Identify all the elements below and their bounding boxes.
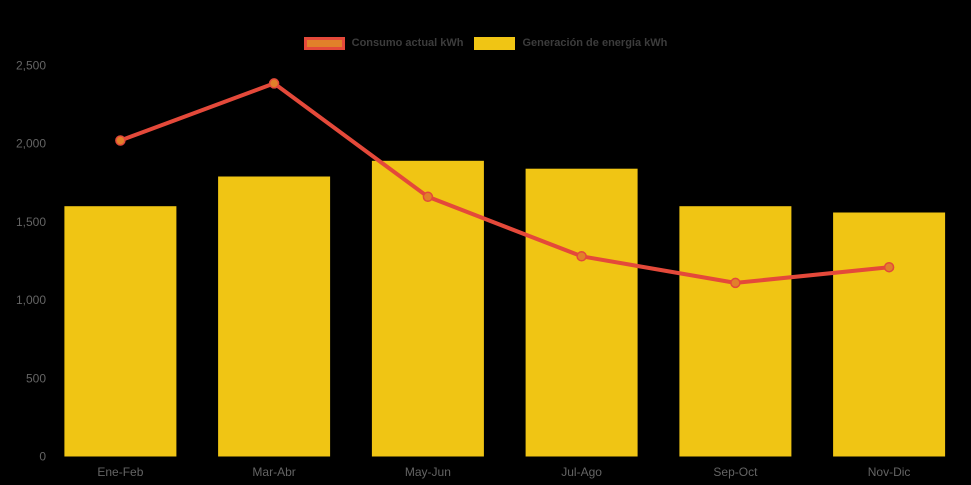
bar-may-jun <box>371 160 484 457</box>
point-nov-dic <box>883 261 895 273</box>
bar-nov-dic <box>833 212 946 457</box>
x-axis-label-sep-oct: Sep-Oct <box>713 465 758 479</box>
x-axis-label-jul-ago: Jul-Ago <box>561 465 602 479</box>
legend-label-consumo: Consumo actual kWh <box>351 37 464 49</box>
legend-swatch-consumo-icon <box>303 37 345 50</box>
legend-label-generacion: Generación de energía kWh <box>522 37 668 49</box>
y-axis-tick-label: 2,000 <box>16 137 46 151</box>
y-axis-tick-label: 500 <box>26 371 46 385</box>
bar-ene-feb <box>64 206 177 457</box>
y-axis-tick-label: 1,500 <box>16 215 46 229</box>
point-mar-abr <box>268 78 280 89</box>
x-axis-label-mar-abr: Mar-Abr <box>252 465 295 479</box>
y-axis-tick-label: 2,500 <box>16 58 46 72</box>
legend-swatch-generacion-icon <box>474 37 516 50</box>
x-axis-label-nov-dic: Nov-Dic <box>868 465 911 479</box>
point-may-jun <box>422 191 434 203</box>
point-ene-feb <box>115 135 126 146</box>
x-axis-label-ene-feb: Ene-Feb <box>97 465 143 479</box>
bar-jul-ago <box>525 168 638 457</box>
bar-sep-oct <box>679 206 792 457</box>
consumo-line <box>118 81 892 285</box>
chart-legend: Consumo actual kWh Generación de energía… <box>0 37 971 50</box>
legend-item-generacion-energia[interactable]: Generación de energía kWh <box>474 37 667 50</box>
y-axis-tick-label: 1,000 <box>16 293 46 307</box>
point-jul-ago <box>576 251 587 262</box>
bar-mar-abr <box>218 176 331 457</box>
legend-item-consumo-actual[interactable]: Consumo actual kWh <box>303 37 464 50</box>
y-axis-tick-label: 0 <box>39 450 46 464</box>
point-sep-oct <box>730 277 741 289</box>
x-axis-label-may-jun: May-Jun <box>405 465 451 479</box>
